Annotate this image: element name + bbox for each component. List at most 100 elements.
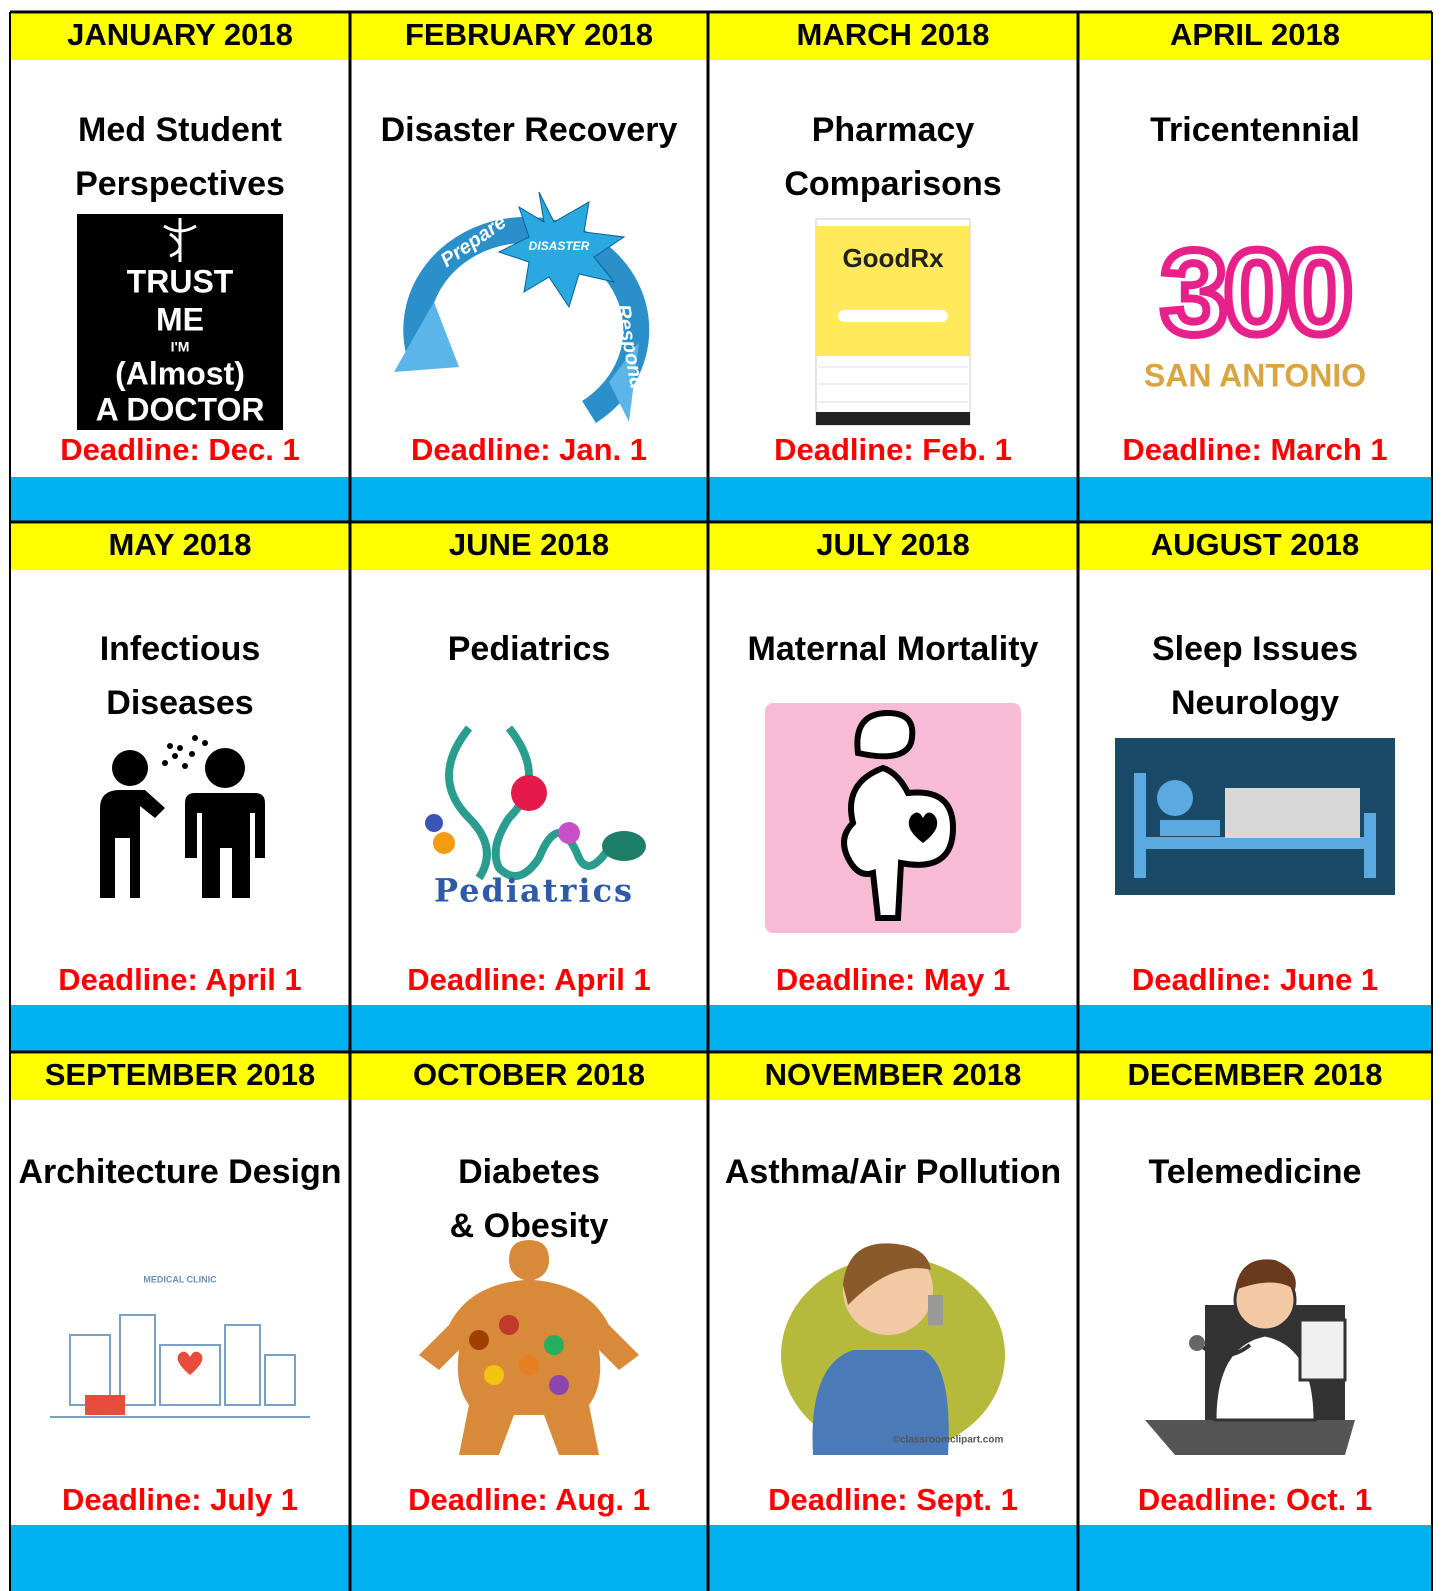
illustration bbox=[100, 735, 265, 898]
stethoscope bbox=[1198, 1343, 1252, 1357]
dot bbox=[511, 775, 547, 811]
illustration: MEDICAL CLINIC bbox=[50, 1274, 310, 1418]
illustration bbox=[1115, 738, 1395, 895]
hair bbox=[1235, 1259, 1296, 1290]
month-header-bg bbox=[10, 524, 350, 570]
month-header: JULY 2018 bbox=[816, 527, 969, 562]
month-header: OCTOBER 2018 bbox=[413, 1057, 645, 1092]
blue-band bbox=[350, 1005, 708, 1052]
topic: Perspectives bbox=[75, 165, 285, 203]
blue-band bbox=[1078, 477, 1432, 522]
month-cell: OCTOBER 2018 Diabetes & Obesity Deadline: A… bbox=[350, 1054, 708, 1591]
heart bbox=[177, 1351, 203, 1375]
illustration bbox=[419, 1240, 639, 1455]
food-figure bbox=[419, 1240, 639, 1455]
art-text: 300 bbox=[1161, 226, 1349, 360]
topic: Architecture Design bbox=[18, 1153, 341, 1191]
building bbox=[224, 1324, 261, 1406]
art-text: SAN ANTONIO bbox=[1144, 357, 1366, 393]
blue-band bbox=[10, 1525, 350, 1591]
topic: Med Student bbox=[78, 111, 282, 149]
deadline: Deadline: May 1 bbox=[776, 962, 1010, 997]
droplet bbox=[172, 753, 178, 759]
art-text: DISASTER bbox=[529, 239, 590, 253]
head bbox=[1157, 780, 1193, 816]
screen bbox=[816, 226, 970, 356]
month-header-bg bbox=[10, 1054, 350, 1100]
body bbox=[100, 790, 165, 898]
building bbox=[264, 1354, 296, 1406]
food bbox=[484, 1365, 504, 1385]
inhaler bbox=[928, 1295, 943, 1325]
blue-band bbox=[708, 477, 1078, 522]
arrow bbox=[394, 302, 459, 372]
topic: Pediatrics bbox=[448, 630, 611, 668]
blanket bbox=[1225, 788, 1360, 838]
blue-band bbox=[10, 1005, 350, 1052]
deadline: Deadline: March 1 bbox=[1122, 432, 1387, 467]
deadline: Deadline: Aug. 1 bbox=[408, 1482, 650, 1517]
month-header: MARCH 2018 bbox=[797, 17, 990, 52]
topic: Disaster Recovery bbox=[381, 111, 678, 149]
head bbox=[854, 709, 916, 760]
art-text: MEDICAL CLINIC bbox=[143, 1274, 217, 1284]
month-cell: SEPTEMBER 2018 Architecture Design MEDICAL… bbox=[10, 1054, 350, 1591]
food bbox=[549, 1375, 569, 1395]
blue-band bbox=[10, 477, 350, 522]
art-text: Pediatrics bbox=[434, 872, 634, 910]
month-header-bg bbox=[1078, 14, 1432, 60]
blue-band bbox=[350, 1525, 708, 1591]
caduceus bbox=[163, 218, 197, 262]
illustration: Pediatrics bbox=[425, 725, 646, 910]
topic: Diseases bbox=[106, 684, 253, 722]
month-cell: JANUARY 2018 Med Student Perspectives TRUST… bbox=[10, 14, 350, 522]
month-cell: FEBRUARY 2018 Disaster Recovery DISASTERPr… bbox=[350, 14, 708, 522]
droplet bbox=[189, 751, 195, 757]
month-header: FEBRUARY 2018 bbox=[405, 17, 653, 52]
chestpiece bbox=[1189, 1335, 1205, 1351]
month-cell: DECEMBER 2018 Telemedicine Deadline: Oct. … bbox=[1078, 1054, 1432, 1591]
topic: Tricentennial bbox=[1150, 111, 1360, 149]
month-header: JANUARY 2018 bbox=[67, 17, 293, 52]
month-header-bg bbox=[350, 1054, 708, 1100]
deadline: Deadline: Dec. 1 bbox=[60, 432, 299, 467]
art-text: ME bbox=[156, 301, 204, 337]
month-header: DECEMBER 2018 bbox=[1128, 1057, 1383, 1092]
food bbox=[469, 1330, 489, 1350]
deadline: Deadline: June 1 bbox=[1132, 962, 1378, 997]
art-text: A DOCTOR bbox=[96, 391, 265, 427]
bed bbox=[1134, 773, 1376, 878]
dot bbox=[425, 814, 443, 832]
deadline: Deadline: Oct. 1 bbox=[1138, 1482, 1372, 1517]
dot bbox=[433, 832, 455, 854]
droplet bbox=[182, 763, 188, 769]
art-text: ©classroomclipart.com bbox=[893, 1435, 1004, 1446]
droplet bbox=[202, 740, 208, 746]
blue-band bbox=[708, 1005, 1078, 1052]
food bbox=[544, 1335, 564, 1355]
art-text: (Almost) bbox=[115, 355, 245, 391]
month-header-bg bbox=[1078, 524, 1432, 570]
chestpiece bbox=[602, 831, 646, 861]
month-cell: JUNE 2018 Pediatrics Pediatrics Deadline: A… bbox=[350, 524, 708, 1052]
building bbox=[119, 1314, 156, 1406]
head bbox=[112, 750, 148, 786]
deadline: Deadline: April 1 bbox=[407, 962, 650, 997]
shirt bbox=[812, 1350, 949, 1455]
art-text: GoodRx bbox=[842, 243, 944, 273]
clipboard bbox=[1298, 1318, 1347, 1382]
laptop-base bbox=[1145, 1420, 1355, 1455]
month-header: AUGUST 2018 bbox=[1151, 527, 1359, 562]
month-header-bg bbox=[1078, 1054, 1432, 1100]
month-header: NOVEMBER 2018 bbox=[765, 1057, 1022, 1092]
blue-band bbox=[350, 477, 708, 522]
toolbar bbox=[816, 412, 970, 425]
deadline: Deadline: April 1 bbox=[58, 962, 301, 997]
dot bbox=[558, 822, 580, 844]
